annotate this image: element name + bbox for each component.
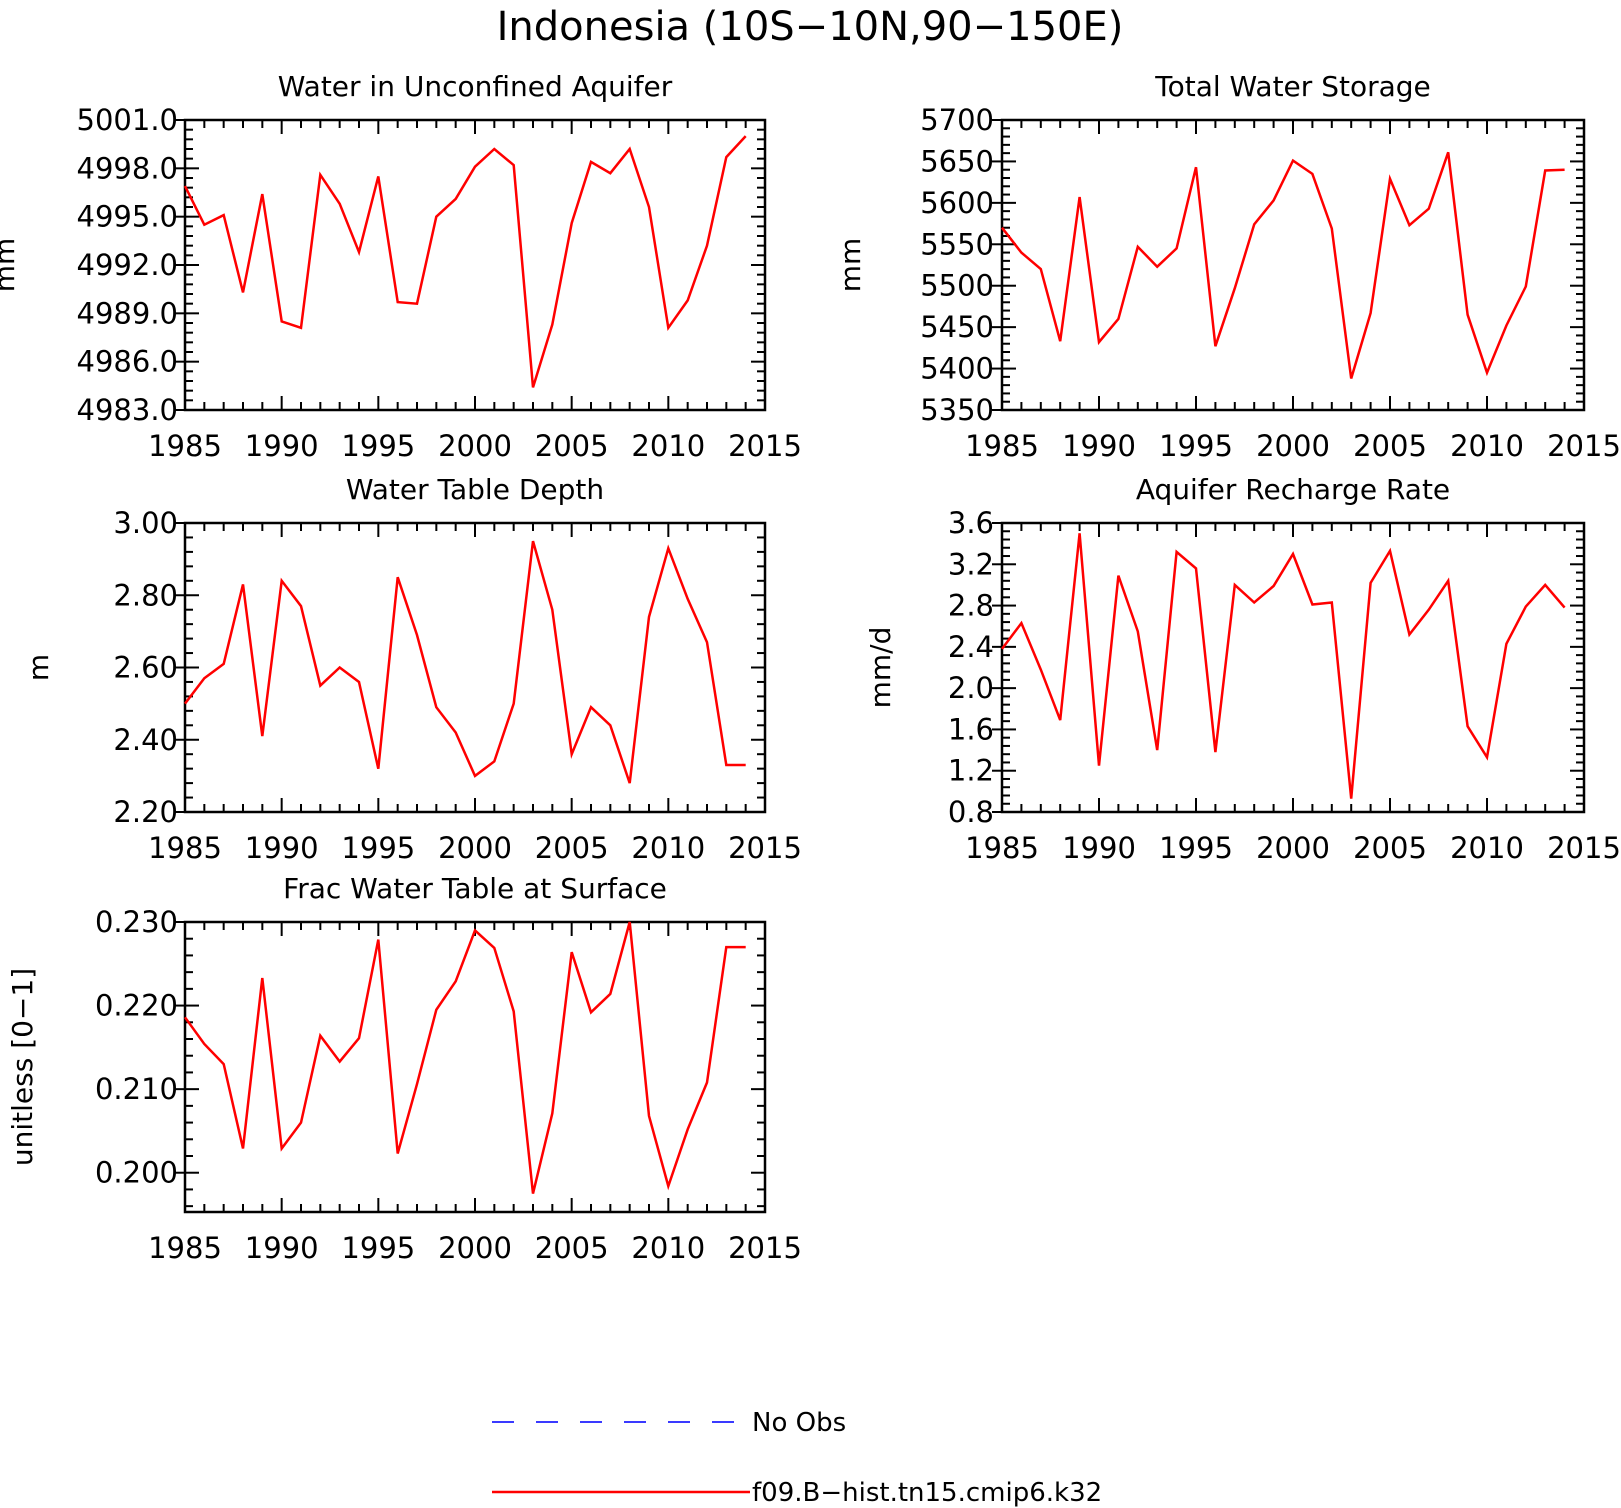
series-line-1 [1001, 151, 1565, 379]
x-tick-label: 1995 [1159, 831, 1233, 865]
y-tick-label: 4998.0 [77, 151, 178, 185]
y-tick-label: 2.80 [113, 578, 178, 612]
y-tick-label: 0.200 [95, 1156, 178, 1190]
y-tick-label: 5650 [920, 144, 994, 178]
x-tick-label: 2005 [535, 429, 609, 463]
y-tick-label: 5700 [920, 103, 994, 137]
figure-title: Indonesia (10S−10N,90−150E) [497, 4, 1124, 50]
x-tick-label: 2015 [728, 1231, 802, 1265]
y-tick-label: 2.20 [113, 795, 178, 829]
panel-3: Water Table Depth 1985 1990 1995 2000 2005 201… [22, 473, 802, 865]
x-tick-label: 2015 [1547, 831, 1621, 865]
x-tick-label: 2005 [535, 1231, 609, 1265]
x-tick-label: 2000 [1256, 831, 1330, 865]
y-tick-label: 4992.0 [77, 248, 178, 282]
y-tick-label: 5550 [920, 227, 994, 261]
plot-frame [1000, 521, 1586, 814]
y-tick-label: 2.0 [948, 671, 994, 705]
y-tick-label: 4986.0 [77, 345, 178, 379]
y-tick-label: 5500 [920, 269, 994, 303]
y-axis-label: mm/d [864, 627, 897, 709]
x-tick-label: 1990 [1062, 831, 1136, 865]
y-tick-label: 5350 [920, 393, 994, 427]
y-axis-label: unitless [0−1] [6, 968, 39, 1166]
legend-label-no-obs: No Obs [752, 1408, 846, 1438]
y-tick-label: 4995.0 [77, 200, 178, 234]
x-tick-label: 1990 [245, 1231, 319, 1265]
x-tick-label: 2010 [1450, 429, 1524, 463]
series-line-1 [184, 540, 746, 784]
panel-2: Total Water Storage 1985 1990 1995 2000 2005 2… [834, 70, 1621, 463]
legend: No Obs f09.B−hist.tn15.cmip6.k32 [492, 1408, 1102, 1508]
x-tick-label: 2010 [631, 831, 705, 865]
y-tick-label: 4989.0 [77, 296, 178, 330]
panel-title: Aquifer Recharge Rate [1136, 473, 1450, 506]
x-tick-label: 1985 [148, 831, 222, 865]
x-tick-label: 1985 [965, 831, 1039, 865]
y-axis-label: mm [834, 238, 867, 293]
panel-1: Water in Unconfined Aquifer 1985 1990 1995 2… [0, 70, 802, 463]
x-tick-label: 2005 [1353, 429, 1427, 463]
x-tick-label: 2015 [728, 429, 802, 463]
panel-4: Aquifer Recharge Rate 1985 1990 1995 2000 200… [864, 473, 1621, 865]
panel-5: Frac Water Table at Surface 1985 1990 1995 2… [6, 872, 802, 1265]
x-tick-label: 2000 [438, 831, 512, 865]
x-tick-label: 1990 [245, 429, 319, 463]
y-tick-label: 3.00 [113, 506, 178, 540]
series-line-1 [183, 135, 747, 388]
y-axis-label: mm [0, 238, 21, 293]
x-tick-label: 1995 [341, 831, 415, 865]
y-tick-label: 5450 [920, 310, 994, 344]
y-axis-label: m [22, 654, 55, 681]
x-tick-label: 1990 [245, 831, 319, 865]
y-tick-label: 3.6 [948, 506, 994, 540]
y-tick-label: 0.210 [95, 1072, 178, 1106]
x-tick-label: 2005 [1353, 831, 1427, 865]
y-tick-label: 5001.0 [77, 103, 178, 137]
y-tick-label: 0.8 [948, 795, 994, 829]
series-line-1 [183, 921, 746, 1194]
y-tick-label: 2.4 [948, 630, 994, 664]
panel-title: Total Water Storage [1154, 70, 1431, 103]
x-tick-label: 1995 [341, 1231, 415, 1265]
x-tick-label: 2000 [1256, 429, 1330, 463]
y-tick-label: 0.220 [95, 989, 178, 1023]
y-tick-label: 5600 [920, 186, 994, 220]
x-tick-label: 2015 [1547, 429, 1621, 463]
y-tick-label: 1.2 [948, 754, 994, 788]
x-tick-label: 2015 [728, 831, 802, 865]
x-tick-label: 2000 [438, 1231, 512, 1265]
y-tick-label: 2.40 [113, 723, 178, 757]
y-tick-label: 0.230 [95, 905, 178, 939]
y-tick-label: 4983.0 [77, 393, 178, 427]
x-tick-label: 2010 [1450, 831, 1524, 865]
series-line-1 [1001, 533, 1566, 799]
y-tick-label: 2.8 [948, 589, 994, 623]
x-tick-label: 2010 [631, 429, 705, 463]
panels: Water in Unconfined Aquifer 1985 1990 1995 2… [0, 70, 1621, 1265]
x-tick-label: 1995 [341, 429, 415, 463]
panel-title: Water in Unconfined Aquifer [278, 70, 673, 103]
x-tick-label: 1990 [1062, 429, 1136, 463]
panel-title: Frac Water Table at Surface [283, 872, 667, 905]
x-tick-label: 1995 [1159, 429, 1233, 463]
x-tick-label: 2010 [631, 1231, 705, 1265]
x-tick-label: 2005 [535, 831, 609, 865]
x-tick-label: 2000 [438, 429, 512, 463]
y-tick-label: 5400 [920, 352, 994, 386]
panel-title: Water Table Depth [346, 473, 604, 506]
y-tick-label: 3.2 [948, 547, 994, 581]
x-tick-label: 1985 [148, 1231, 222, 1265]
x-tick-label: 1985 [148, 429, 222, 463]
x-tick-label: 1985 [965, 429, 1039, 463]
y-tick-label: 1.6 [948, 712, 994, 746]
y-tick-label: 2.60 [113, 651, 178, 685]
legend-label-model: f09.B−hist.tn15.cmip6.k32 [752, 1478, 1102, 1508]
